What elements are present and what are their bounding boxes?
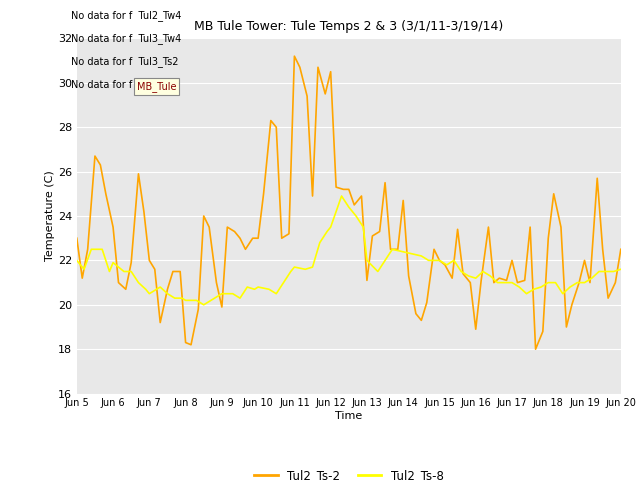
Text: MB_Tule: MB_Tule — [137, 81, 176, 92]
Title: MB Tule Tower: Tule Temps 2 & 3 (3/1/11-3/19/14): MB Tule Tower: Tule Temps 2 & 3 (3/1/11-… — [194, 20, 504, 33]
Text: No data for f  Tul3_Tw4: No data for f Tul3_Tw4 — [72, 33, 182, 44]
X-axis label: Time: Time — [335, 411, 362, 421]
Legend: Tul2_Ts-2, Tul2_Ts-8: Tul2_Ts-2, Tul2_Ts-8 — [249, 465, 449, 480]
Y-axis label: Temperature (C): Temperature (C) — [45, 170, 55, 262]
Text: No data for f  Tul2_Tw4: No data for f Tul2_Tw4 — [72, 10, 182, 21]
Text: No data for f  Tul3_Ts2: No data for f Tul3_Ts2 — [72, 56, 179, 67]
Text: No data for f  Tul3_Ts8: No data for f Tul3_Ts8 — [72, 79, 179, 90]
